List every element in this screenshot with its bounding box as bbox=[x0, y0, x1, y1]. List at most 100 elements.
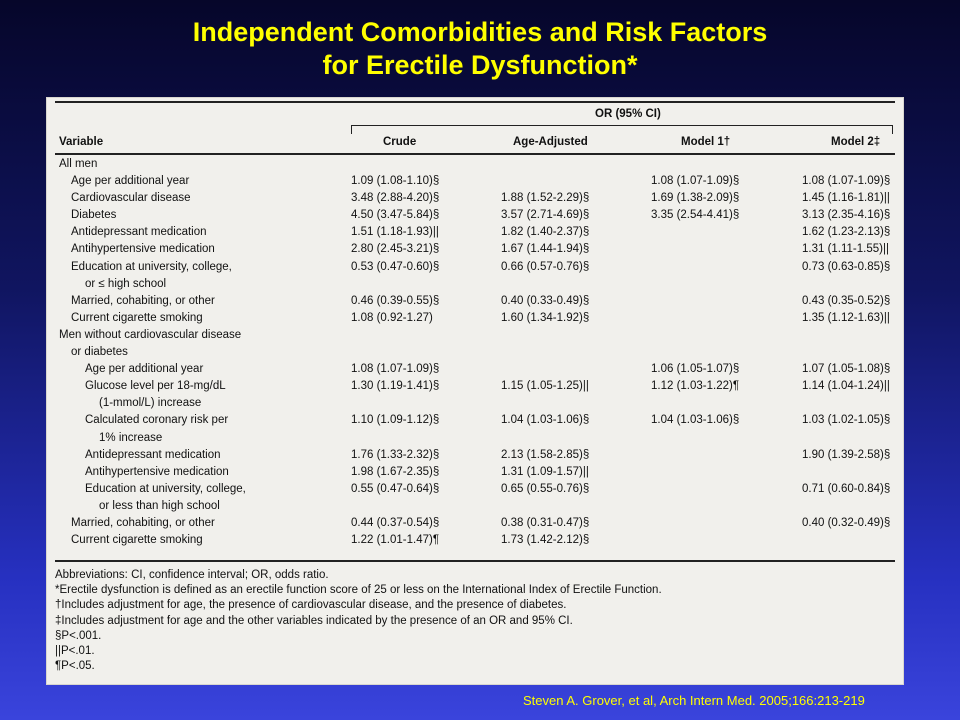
age-adjusted-cell: 3.57 (2.71-4.69)§ bbox=[501, 209, 590, 222]
age-adjusted-cell: 1.88 (1.52-2.29)§ bbox=[501, 192, 590, 205]
crude-cell: 1.09 (1.08-1.10)§ bbox=[351, 175, 440, 188]
variable-cell: 1% increase bbox=[99, 431, 163, 444]
crude-cell: 1.10 (1.09-1.12)§ bbox=[351, 414, 440, 427]
table-row: or less than high school bbox=[47, 500, 903, 517]
variable-cell: Current cigarette smoking bbox=[71, 311, 203, 324]
age-adjusted-cell: 1.73 (1.42-2.12)§ bbox=[501, 534, 590, 547]
model-1-cell: 1.06 (1.05-1.07)§ bbox=[651, 363, 740, 376]
table-row: Diabetes 4.50 (3.47-5.84)§ 3.57 (2.71-4.69… bbox=[47, 209, 903, 226]
model-2-cell: 1.03 (1.02-1.05)§ bbox=[802, 414, 891, 427]
variable-cell: Age per additional year bbox=[85, 363, 204, 376]
crude-cell: 4.50 (3.47-5.84)§ bbox=[351, 209, 440, 222]
age-adjusted-cell: 0.65 (0.55-0.76)§ bbox=[501, 482, 590, 495]
crude-cell: 1.22 (1.01-1.47)¶ bbox=[351, 534, 440, 547]
variable-cell: or less than high school bbox=[99, 499, 220, 512]
age-adjusted-cell: 0.66 (0.57-0.76)§ bbox=[501, 260, 590, 273]
model-2-cell: 1.31 (1.11-1.55)|| bbox=[802, 243, 889, 256]
variable-cell: or diabetes bbox=[71, 346, 128, 359]
header-crude: Crude bbox=[383, 136, 417, 148]
footnote: *Erectile dysfunction is defined as an e… bbox=[55, 584, 662, 597]
age-adjusted-cell: 0.38 (0.31-0.47)§ bbox=[501, 516, 590, 529]
header-age-adjusted: Age-Adjusted bbox=[513, 136, 588, 148]
model-1-cell: 1.04 (1.03-1.06)§ bbox=[651, 414, 740, 427]
crude-cell: 1.76 (1.33-2.32)§ bbox=[351, 448, 440, 461]
table-row: Antihypertensive medication 1.98 (1.67-2.… bbox=[47, 466, 903, 483]
model-2-cell: 1.35 (1.12-1.63)|| bbox=[802, 311, 890, 324]
model-2-cell: 1.62 (1.23-2.13)§ bbox=[802, 226, 891, 239]
table-row: Current cigarette smoking 1.08 (0.92-1.27… bbox=[47, 312, 903, 329]
table-row: Antidepressant medication 1.76 (1.33-2.32… bbox=[47, 449, 903, 466]
variable-cell: Married, cohabiting, or other bbox=[71, 516, 215, 529]
crude-cell: 2.80 (2.45-3.21)§ bbox=[351, 243, 440, 256]
header-rule bbox=[55, 153, 895, 155]
variable-cell: Glucose level per 18-mg/dL bbox=[85, 380, 226, 393]
table-row: Married, cohabiting, or other 0.44 (0.37-… bbox=[47, 517, 903, 534]
or-group-bracket bbox=[351, 125, 893, 134]
model-2-cell: 3.13 (2.35-4.16)§ bbox=[802, 209, 891, 222]
table-row: Antidepressant medication 1.51 (1.18-1.93… bbox=[47, 226, 903, 243]
model-2-cell: 0.71 (0.60-0.84)§ bbox=[802, 482, 891, 495]
model-2-cell: 1.07 (1.05-1.08)§ bbox=[802, 363, 891, 376]
variable-cell: Education at university, college, bbox=[71, 260, 232, 273]
variable-cell: Antidepressant medication bbox=[85, 448, 221, 461]
footnote: ||P<.01. bbox=[55, 645, 95, 658]
model-2-cell: 0.40 (0.32-0.49)§ bbox=[802, 516, 891, 529]
model-2-cell: 1.08 (1.07-1.09)§ bbox=[802, 175, 891, 188]
variable-cell: All men bbox=[59, 158, 98, 170]
variable-cell: Age per additional year bbox=[71, 175, 190, 188]
model-2-cell: 1.45 (1.16-1.81)|| bbox=[802, 192, 890, 205]
footnote: ¶P<.05. bbox=[55, 660, 95, 673]
variable-cell: Diabetes bbox=[71, 209, 117, 222]
model-2-cell: 1.90 (1.39-2.58)§ bbox=[802, 448, 891, 461]
table-panel: OR (95% CI) Variable Crude Age-Adjusted … bbox=[46, 97, 904, 685]
crude-cell: 0.53 (0.47-0.60)§ bbox=[351, 260, 440, 273]
crude-cell: 3.48 (2.88-4.20)§ bbox=[351, 192, 440, 205]
variable-cell: Men without cardiovascular disease bbox=[59, 328, 242, 341]
variable-cell: Antihypertensive medication bbox=[71, 243, 215, 256]
variable-cell: or ≤ high school bbox=[85, 277, 167, 290]
crude-cell: 0.44 (0.37-0.54)§ bbox=[351, 516, 440, 529]
header-model-2: Model 2‡ bbox=[831, 136, 881, 148]
table-row: or diabetes bbox=[47, 346, 903, 363]
model-1-cell: 1.12 (1.03-1.22)¶ bbox=[651, 380, 740, 393]
table-header: OR (95% CI) Variable Crude Age-Adjusted … bbox=[55, 98, 895, 157]
age-adjusted-cell: 1.60 (1.34-1.92)§ bbox=[501, 311, 590, 324]
footnotes: Abbreviations: CI, confidence interval; … bbox=[55, 568, 662, 674]
age-adjusted-cell: 1.15 (1.05-1.25)|| bbox=[501, 380, 589, 393]
top-rule bbox=[55, 101, 895, 103]
table-row: or ≤ high school bbox=[47, 278, 903, 295]
variable-cell: (1-mmol/L) increase bbox=[99, 397, 202, 410]
crude-cell: 1.08 (1.07-1.09)§ bbox=[351, 363, 440, 376]
table-row: Glucose level per 18-mg/dL 1.30 (1.19-1.4… bbox=[47, 380, 903, 397]
model-2-cell: 1.14 (1.04-1.24)|| bbox=[802, 380, 890, 393]
age-adjusted-cell: 1.67 (1.44-1.94)§ bbox=[501, 243, 590, 256]
table-row: Education at university, college, 0.53 (0… bbox=[47, 261, 903, 278]
or-group-header: OR (95% CI) bbox=[595, 108, 661, 120]
variable-cell: Calculated coronary risk per bbox=[85, 414, 229, 427]
table-row: (1-mmol/L) increase bbox=[47, 397, 903, 414]
table-row: 1% increase bbox=[47, 432, 903, 449]
table-row: Married, cohabiting, or other 0.46 (0.39-… bbox=[47, 295, 903, 312]
age-adjusted-cell: 1.04 (1.03-1.06)§ bbox=[501, 414, 590, 427]
slide-title: Independent Comorbidities and Risk Facto… bbox=[0, 16, 960, 82]
footnote: Abbreviations: CI, confidence interval; … bbox=[55, 569, 329, 581]
crude-cell: 1.51 (1.18-1.93)|| bbox=[351, 226, 439, 239]
table-row: Current cigarette smoking 1.22 (1.01-1.47… bbox=[47, 534, 903, 551]
table-row: Men without cardiovascular disease bbox=[47, 329, 903, 346]
table-row: Education at university, college, 0.55 (0… bbox=[47, 483, 903, 500]
age-adjusted-cell: 0.40 (0.33-0.49)§ bbox=[501, 294, 590, 307]
variable-cell: Antidepressant medication bbox=[71, 226, 207, 239]
model-2-cell: 0.73 (0.63-0.85)§ bbox=[802, 260, 891, 273]
crude-cell: 1.08 (0.92-1.27) bbox=[351, 311, 433, 324]
footnote: ‡Includes adjustment for age and the oth… bbox=[55, 614, 573, 627]
table-body: All men Age per additional year 1.09 (1.08… bbox=[47, 158, 903, 551]
table-row: Age per additional year 1.09 (1.08-1.10)§… bbox=[47, 175, 903, 192]
variable-cell: Education at university, college, bbox=[85, 482, 246, 495]
table-row: Age per additional year 1.08 (1.07-1.09)§… bbox=[47, 363, 903, 380]
model-1-cell: 1.08 (1.07-1.09)§ bbox=[651, 175, 740, 188]
crude-cell: 0.55 (0.47-0.64)§ bbox=[351, 482, 440, 495]
title-line-1: Independent Comorbidities and Risk Facto… bbox=[192, 17, 768, 47]
model-1-cell: 3.35 (2.54-4.41)§ bbox=[651, 209, 740, 222]
model-2-cell: 0.43 (0.35-0.52)§ bbox=[802, 294, 891, 307]
age-adjusted-cell: 1.82 (1.40-2.37)§ bbox=[501, 226, 590, 239]
